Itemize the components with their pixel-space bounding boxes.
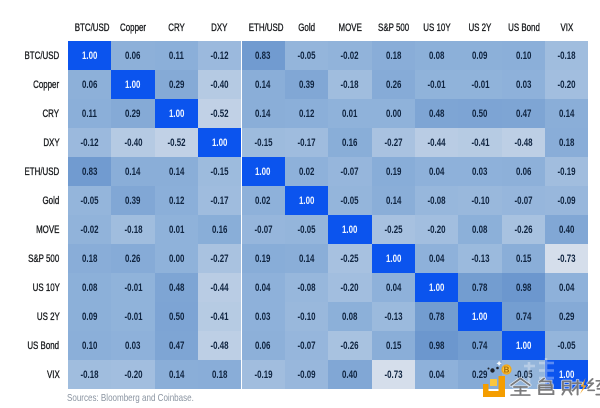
svg-text:B: B — [504, 366, 510, 375]
